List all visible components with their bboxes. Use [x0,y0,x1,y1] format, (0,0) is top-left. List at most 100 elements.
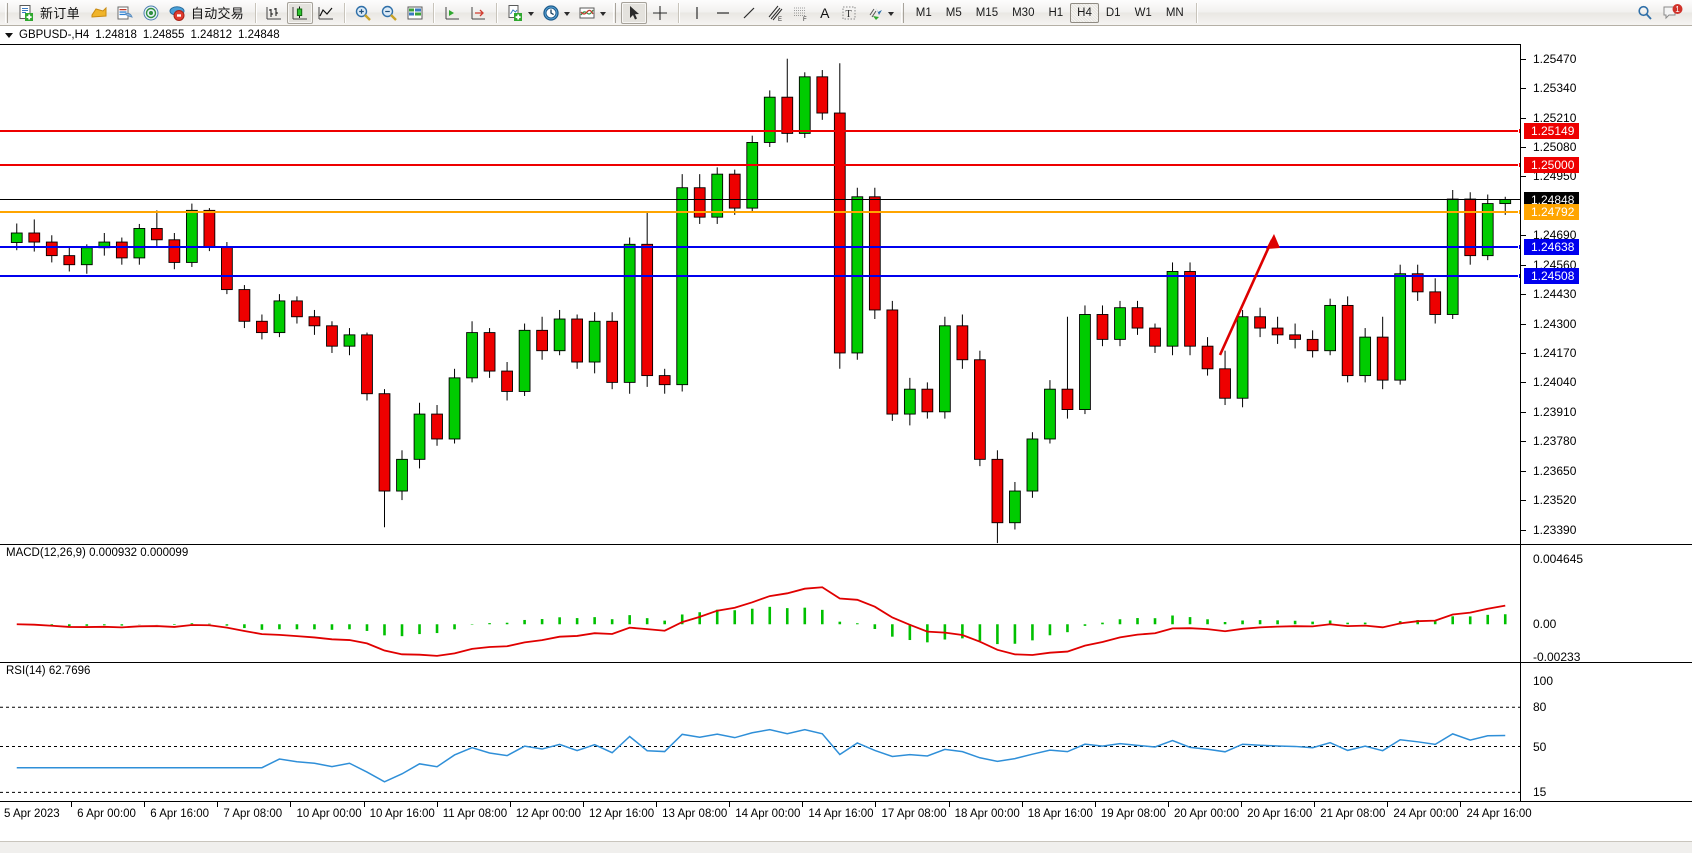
templates-button[interactable] [502,2,538,24]
chart-menu-triangle-icon[interactable] [5,32,13,38]
price-chip-1.24638[interactable]: 1.24638 [1524,239,1580,256]
period-caret-icon[interactable] [564,11,571,16]
macd-pane[interactable]: MACD(12,26,9) 0.000932 0.000099 0.004645… [0,544,1692,664]
timeframe-m15[interactable]: M15 [975,6,999,19]
period-button[interactable] [538,2,574,24]
line-chart-button[interactable] [313,2,339,24]
text-button[interactable]: A [814,2,836,24]
candle [256,320,268,334]
toolbar-separator-3 [433,2,435,23]
candle [45,241,58,257]
time-axis[interactable]: 5 Apr 2023 6 Apr 00:00 6 Apr 16:00 7 Apr 08… [0,801,1692,827]
search-icon[interactable] [1636,4,1654,22]
data-window-button[interactable] [112,2,138,24]
objects-caret-icon[interactable] [887,11,894,16]
price-chip-1.24792[interactable]: 1.24792 [1524,204,1580,221]
autotrading-icon [168,4,186,22]
text-icon: A [820,4,830,21]
timeframe-mn[interactable]: MN [1165,6,1184,19]
candle [1131,307,1144,329]
timeframe-m5[interactable]: M5 [945,6,962,19]
hline-handle[interactable] [1518,273,1520,280]
timeframe-h4[interactable]: H4 [1070,2,1099,23]
hline-support-1[interactable] [0,244,1520,251]
alerts-icon[interactable]: 1 [1662,3,1684,22]
candle [326,325,338,347]
equidistant-channel-icon: E [766,4,784,22]
bar-chart-icon [265,4,283,22]
bullish-arrow[interactable] [0,44,1520,544]
price-tick [1521,323,1526,325]
auto-scroll-button[interactable] [465,2,491,24]
candle [1341,304,1354,377]
crosshair-button[interactable] [647,2,673,24]
price-pane[interactable]: 1.25470 1.25340 1.25210 1.25080 1.24950 1.246… [0,44,1692,544]
time-tick-label: 12 Apr 16:00 [588,808,655,820]
candlestick-chart-button[interactable] [287,1,314,24]
toolbar-grip[interactable] [5,2,10,23]
candle [28,232,41,243]
fibonacci-icon: F [792,4,810,22]
autotrading-button[interactable]: 自动交易 [164,2,250,24]
rsi-pane[interactable]: RSI(14) 62.7696 1008050150 [0,662,1692,827]
candlestick-series [10,58,1512,544]
candle [1254,316,1266,329]
main-toolbar: 新订单 [0,0,1692,26]
price-chip-1.24508[interactable]: 1.24508 [1524,268,1580,285]
timeframes-grip[interactable] [900,2,906,23]
zoom-out-button[interactable] [376,2,402,24]
chart-shift-button[interactable] [439,2,465,24]
navigator-icon [142,4,160,22]
time-tick [217,802,219,807]
horizontal-line-button[interactable] [710,2,736,24]
hline-entry-level[interactable] [0,209,1520,216]
hline-handle[interactable] [1518,244,1520,251]
trendline-button[interactable] [736,2,762,24]
equidistant-channel-button[interactable]: E [762,2,788,24]
text-label-button[interactable]: T [836,2,862,24]
price-tick-label: 1.23650 [1533,463,1577,478]
cursor-button[interactable] [621,1,648,24]
objects-button[interactable] [862,2,898,24]
timeframe-m1[interactable]: M1 [915,6,932,19]
hline-handle[interactable] [1518,162,1520,169]
hline-handle[interactable] [1518,128,1520,135]
hline-support-2[interactable] [0,273,1520,280]
timeframe-h1[interactable]: H1 [1048,6,1064,19]
templates-caret-icon[interactable] [528,11,535,16]
indicators-list-button[interactable] [86,2,112,24]
zoom-in-button[interactable] [350,2,376,24]
indicators-button[interactable] [574,2,610,24]
bar-chart-button[interactable] [261,2,287,24]
time-tick [729,802,731,807]
candle [763,96,776,143]
price-tick [1521,146,1526,148]
toolbar-separator-1 [255,2,257,23]
tools-grip[interactable] [613,2,619,23]
toolbar-separator-2 [344,2,346,23]
navigator-button[interactable] [138,2,164,24]
timeframe-w1[interactable]: W1 [1134,6,1152,19]
new-order-button[interactable]: 新订单 [13,2,86,24]
candle [518,329,531,392]
price-chip-1.25149[interactable]: 1.25149 [1524,123,1580,140]
macd-plot-area[interactable] [0,545,1520,662]
timeframe-m30[interactable]: M30 [1012,6,1035,19]
terminal-button[interactable] [402,2,428,24]
indicators-caret-icon[interactable] [600,11,607,16]
rsi-plot-area[interactable] [0,663,1520,827]
timeframe-d1[interactable]: D1 [1105,6,1121,19]
price-chip-1.24848[interactable]: 1.24848 [1524,191,1580,208]
price-chip-1.25000[interactable]: 1.25000 [1524,157,1580,174]
candle [1429,291,1442,315]
cursor-icon [625,4,643,22]
time-tick [363,802,365,807]
price-plot-area[interactable] [0,44,1520,544]
hline-resistance-2[interactable] [0,162,1520,169]
price-axis[interactable]: 1.25470 1.25340 1.25210 1.25080 1.24950 1.246… [1520,44,1692,544]
vertical-line-button[interactable] [684,2,710,24]
fibonacci-button[interactable]: F [788,2,814,24]
hline-handle[interactable] [1518,209,1520,216]
hline-current-price[interactable] [0,198,1520,200]
hline-resistance-1[interactable] [0,128,1520,135]
